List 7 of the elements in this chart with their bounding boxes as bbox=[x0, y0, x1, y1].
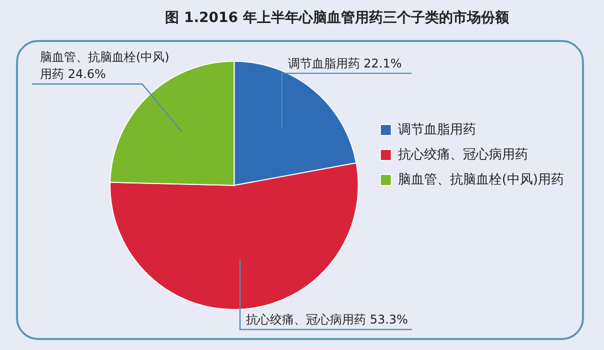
category-label: 抗心绞痛、冠心病用药 53.3% bbox=[246, 312, 408, 326]
category-label: 调节血脂用药 22.1% bbox=[288, 56, 402, 70]
category-label: 脑血管、抗脑血栓(中风)用药 24.6% bbox=[40, 50, 170, 81]
legend-label: 调节血脂用药 bbox=[398, 122, 476, 138]
legend-label: 抗心绞痛、冠心病用药 bbox=[398, 146, 528, 162]
chart-title: 图 1.2016 年上半年心脑血管用药三个子类的市场份额 bbox=[165, 9, 510, 26]
legend-label: 脑血管、抗脑血栓(中风)用药 bbox=[398, 172, 564, 188]
